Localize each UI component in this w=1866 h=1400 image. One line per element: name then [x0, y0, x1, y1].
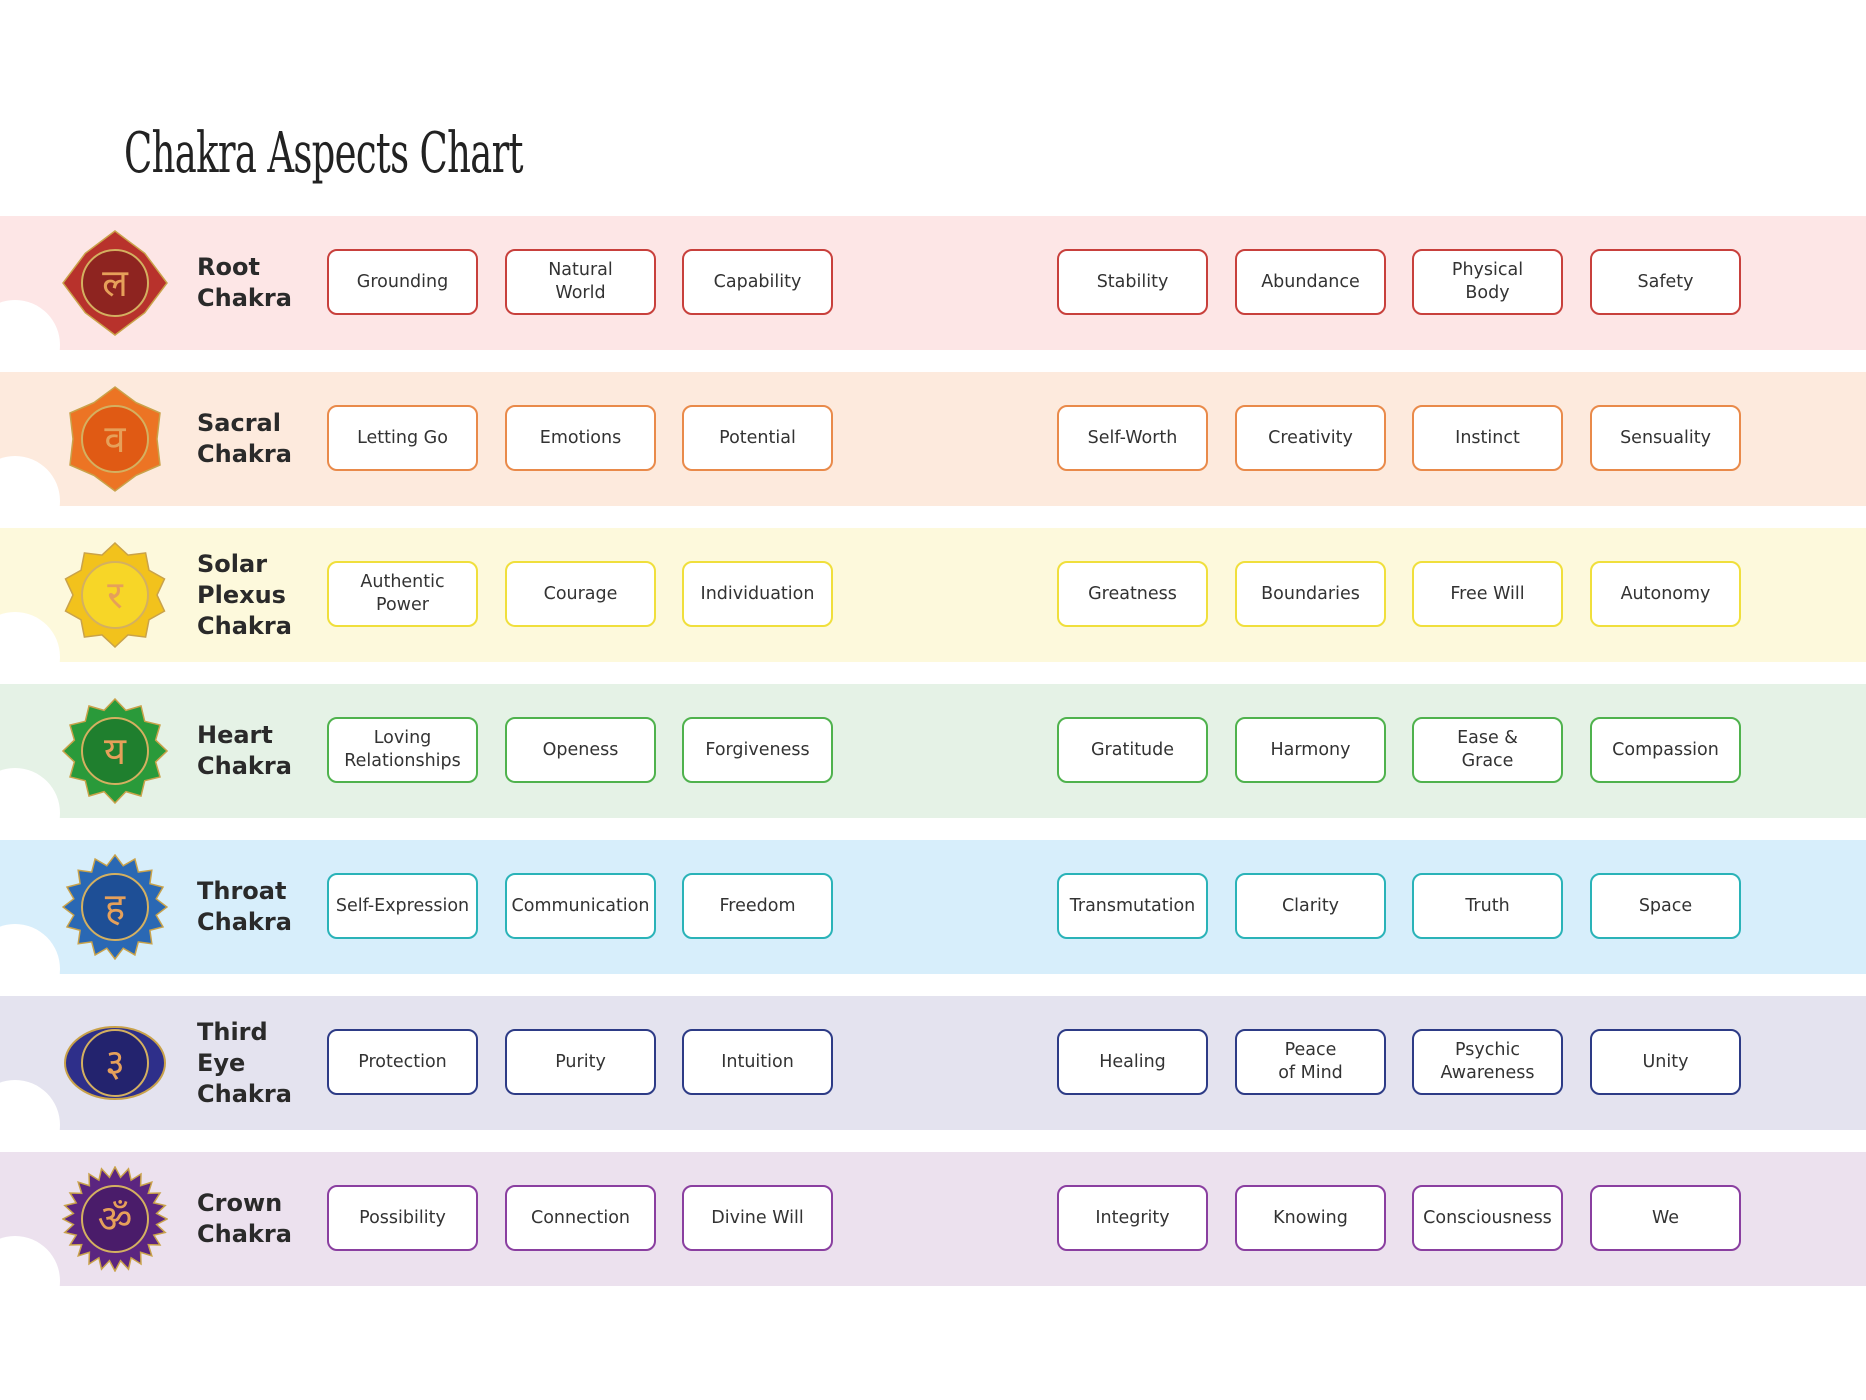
aspect-box: Ease & Grace: [1412, 717, 1563, 783]
aspect-box: Letting Go: [327, 405, 478, 471]
aspect-box: Forgiveness: [682, 717, 833, 783]
chakra-name: Root Chakra: [197, 216, 317, 350]
aspect-box: Harmony: [1235, 717, 1386, 783]
chakra-name: Third Eye Chakra: [197, 996, 317, 1130]
aspect-box: Purity: [505, 1029, 656, 1095]
aspect-box: Capability: [682, 249, 833, 315]
aspect-box: Intuition: [682, 1029, 833, 1095]
chakra-glyph: ॐ: [98, 1197, 133, 1241]
aspect-box: Greatness: [1057, 561, 1208, 627]
aspect-box: Self-Worth: [1057, 405, 1208, 471]
chakra-name-text: Solar Plexus Chakra: [197, 549, 292, 640]
aspect-box: Knowing: [1235, 1185, 1386, 1251]
aspect-box: Integrity: [1057, 1185, 1208, 1251]
aspect-box: Compassion: [1590, 717, 1741, 783]
chakra-name: Throat Chakra: [197, 840, 317, 974]
aspect-box: Natural World: [505, 249, 656, 315]
aspect-box: Truth: [1412, 873, 1563, 939]
aspect-box: Creativity: [1235, 405, 1386, 471]
aspect-box: Individuation: [682, 561, 833, 627]
chakra-symbol-icon: व: [69, 386, 161, 492]
aspect-box: Abundance: [1235, 249, 1386, 315]
aspect-box: Protection: [327, 1029, 478, 1095]
aspect-box: Emotions: [505, 405, 656, 471]
aspect-box: Physical Body: [1412, 249, 1563, 315]
chakra-name-text: Heart Chakra: [197, 721, 292, 780]
aspect-box: Free Will: [1412, 561, 1563, 627]
chakra-name-text: Root Chakra: [197, 253, 292, 312]
chakra-glyph: ल: [102, 261, 129, 305]
aspect-box: Boundaries: [1235, 561, 1386, 627]
chakra-row: ॐ Crown Chakra Possibility Connection Divine…: [0, 1152, 1866, 1326]
band-edge-decoration: [0, 1236, 60, 1326]
chakra-name-text: Throat Chakra: [197, 877, 292, 936]
chakra-name: Solar Plexus Chakra: [197, 528, 317, 662]
aspect-box: Psychic Awareness: [1412, 1029, 1563, 1095]
chakra-symbol-icon: ह: [62, 854, 168, 960]
aspect-box: Consciousness: [1412, 1185, 1563, 1251]
chakra-name: Sacral Chakra: [197, 372, 317, 506]
aspect-box: We: [1590, 1185, 1741, 1251]
chakra-glyph: ह: [105, 885, 126, 929]
chakra-name: Heart Chakra: [197, 684, 317, 818]
aspect-box: Instinct: [1412, 405, 1563, 471]
aspect-box: Stability: [1057, 249, 1208, 315]
chakra-symbol-icon: य: [62, 698, 168, 804]
aspect-box: Possibility: [327, 1185, 478, 1251]
chakra-row: ल Root Chakra Grounding Natural World Capabi…: [0, 216, 1866, 390]
aspect-box: Openess: [505, 717, 656, 783]
chakra-symbol-icon: ल: [62, 230, 168, 336]
aspect-box: Authentic Power: [327, 561, 478, 627]
aspect-box: Connection: [505, 1185, 656, 1251]
chakra-symbol-icon: र: [64, 542, 166, 648]
aspect-box: Self-Expression: [327, 873, 478, 939]
aspect-box: Clarity: [1235, 873, 1386, 939]
chakra-row: र Solar Plexus Chakra Authentic Power Coura…: [0, 528, 1866, 702]
aspect-box: Courage: [505, 561, 656, 627]
aspect-box: Divine Will: [682, 1185, 833, 1251]
chakra-name: Crown Chakra: [197, 1152, 317, 1286]
chakra-name-text: Crown Chakra: [197, 1189, 292, 1248]
chakra-name-text: Third Eye Chakra: [197, 1017, 292, 1108]
chakra-glyph: व: [104, 417, 126, 461]
aspect-box: Sensuality: [1590, 405, 1741, 471]
aspect-box: Healing: [1057, 1029, 1208, 1095]
aspect-box: Communication: [505, 873, 656, 939]
aspect-box: Unity: [1590, 1029, 1741, 1095]
aspect-box: Autonomy: [1590, 561, 1741, 627]
chakra-name-text: Sacral Chakra: [197, 409, 292, 468]
chakra-glyph: ३: [105, 1041, 125, 1085]
aspect-box: Gratitude: [1057, 717, 1208, 783]
aspect-box: Space: [1590, 873, 1741, 939]
chakra-row: ह Throat Chakra Self-Expression Communicati…: [0, 840, 1866, 1014]
aspect-box: Grounding: [327, 249, 478, 315]
chakra-glyph: र: [107, 573, 124, 617]
chakra-symbol-icon: ॐ: [62, 1166, 168, 1272]
chakra-row: ३ Third Eye Chakra Protection Purity Intuiti…: [0, 996, 1866, 1170]
aspect-box: Loving Relationships: [327, 717, 478, 783]
chakra-symbol-icon: ३: [64, 1026, 166, 1100]
aspect-box: Transmutation: [1057, 873, 1208, 939]
aspect-box: Potential: [682, 405, 833, 471]
aspect-box: Peace of Mind: [1235, 1029, 1386, 1095]
chakra-glyph: य: [104, 729, 127, 773]
chakra-row: व Sacral Chakra Letting Go Emotions Potentia…: [0, 372, 1866, 546]
chakra-row: य Heart Chakra Loving Relationships Openess…: [0, 684, 1866, 858]
aspect-box: Safety: [1590, 249, 1741, 315]
page-title: Chakra Aspects Chart: [124, 121, 524, 186]
aspect-box: Freedom: [682, 873, 833, 939]
